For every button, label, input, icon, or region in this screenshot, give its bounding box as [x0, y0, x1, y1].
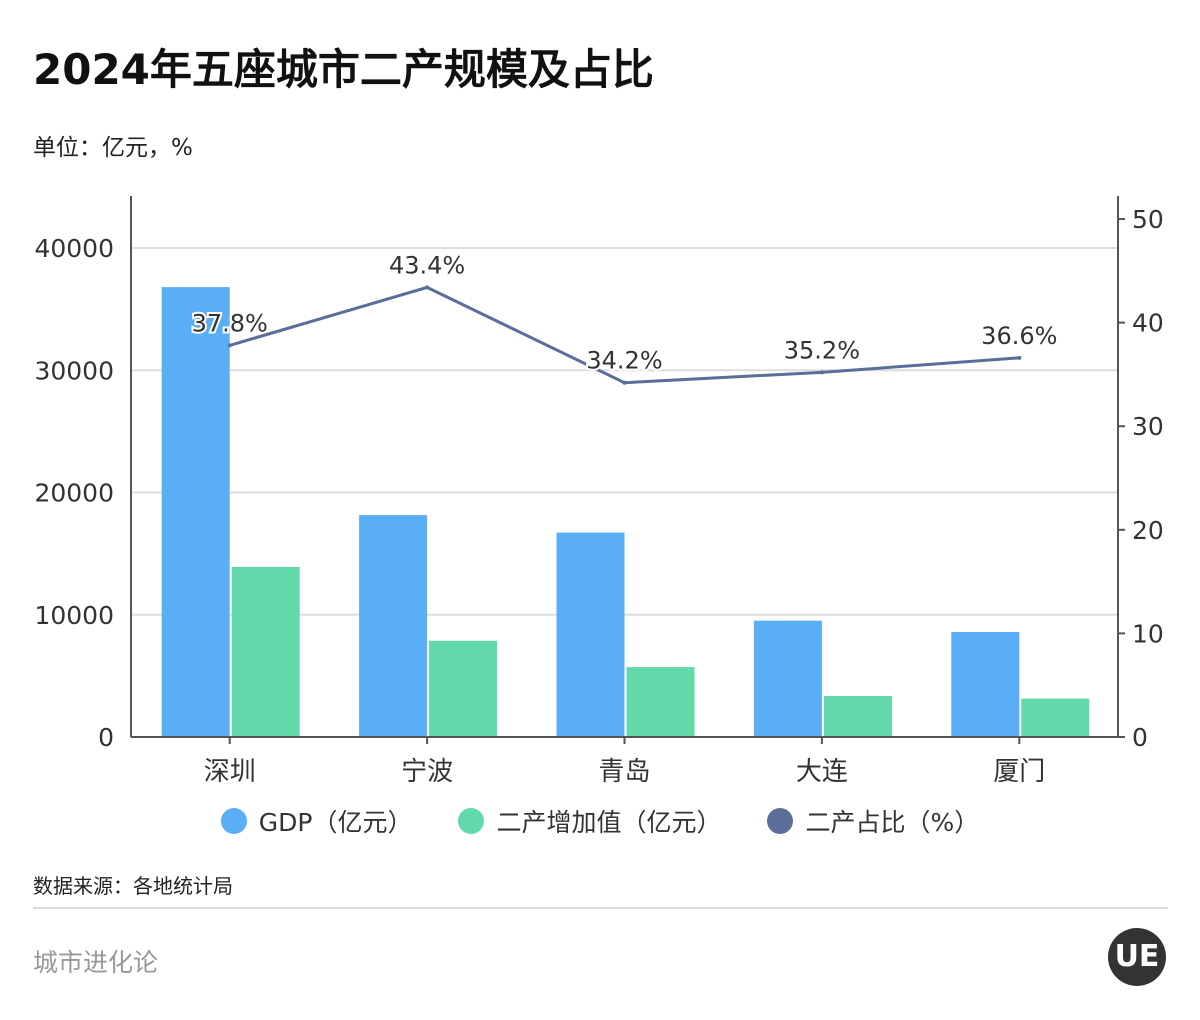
right-tick-label: 0 — [1132, 723, 1148, 752]
secondary-bar — [429, 640, 498, 737]
share-data-label: 36.6% — [981, 322, 1057, 350]
legend-label: GDP（亿元） — [258, 808, 413, 837]
legend: GDP（亿元） 二产增加值（亿元） 二产占比（%） — [0, 803, 1200, 839]
legend-label: 二产占比（%） — [805, 808, 980, 837]
right-tick-label: 10 — [1132, 619, 1164, 648]
right-tick-label: 50 — [1132, 205, 1164, 234]
right-tick-label: 30 — [1132, 412, 1164, 441]
legend-item-share[interactable]: 二产占比（%） — [767, 803, 979, 839]
left-tick-label: 40000 — [34, 234, 114, 263]
chart-svg: 0 10000 20000 30000 40000 0 10 20 30 40 50 深圳 宁波 青岛 大连… — [34, 196, 1164, 787]
unit-label: 单位：亿元，% — [33, 135, 193, 161]
gdp-bar — [161, 287, 230, 737]
share-data-label: 35.2% — [784, 336, 860, 364]
share-point — [819, 370, 824, 375]
left-tick-label: 20000 — [34, 479, 114, 508]
legend-swatch — [767, 808, 794, 834]
legend-item-gdp[interactable]: GDP（亿元） — [220, 803, 413, 839]
share-data-label: 37.8% — [192, 309, 268, 337]
x-tick-label: 深圳 — [204, 757, 256, 787]
secondary-bar — [1021, 698, 1090, 737]
brand-name: 城市进化论 — [33, 948, 159, 977]
chart-title: 2024年五座城市二产规模及占比 — [33, 45, 654, 94]
divider — [33, 907, 1168, 909]
right-tick-label: 20 — [1132, 516, 1164, 545]
x-tick-label: 大连 — [796, 757, 848, 787]
x-tick-label: 宁波 — [401, 757, 453, 787]
left-tick-label: 30000 — [34, 356, 114, 385]
x-tick-label: 青岛 — [598, 757, 650, 787]
share-point — [1017, 355, 1022, 360]
secondary-bar — [231, 566, 300, 737]
secondary-bar — [823, 696, 892, 737]
share-point — [622, 380, 627, 385]
legend-label: 二产增加值（亿元） — [496, 808, 722, 837]
legend-swatch — [220, 808, 247, 834]
source-note: 数据来源：各地统计局 — [33, 874, 233, 898]
gdp-bar — [951, 631, 1020, 737]
legend-swatch — [458, 808, 485, 834]
secondary-bar — [626, 667, 695, 737]
gdp-bar — [753, 620, 822, 737]
share-data-label: 34.2% — [586, 347, 662, 375]
share-data-label: 43.4% — [389, 251, 465, 279]
legend-item-secondary[interactable]: 二产增加值（亿元） — [458, 803, 721, 839]
share-point — [425, 285, 430, 290]
x-tick-label: 厦门 — [993, 757, 1045, 787]
right-tick-label: 40 — [1132, 309, 1164, 338]
gdp-bar — [359, 515, 428, 737]
brand-logo: UE — [1108, 928, 1166, 986]
share-point — [227, 343, 232, 348]
gdp-bar — [556, 532, 625, 737]
left-tick-label: 0 — [98, 723, 114, 752]
left-tick-label: 10000 — [34, 601, 114, 630]
